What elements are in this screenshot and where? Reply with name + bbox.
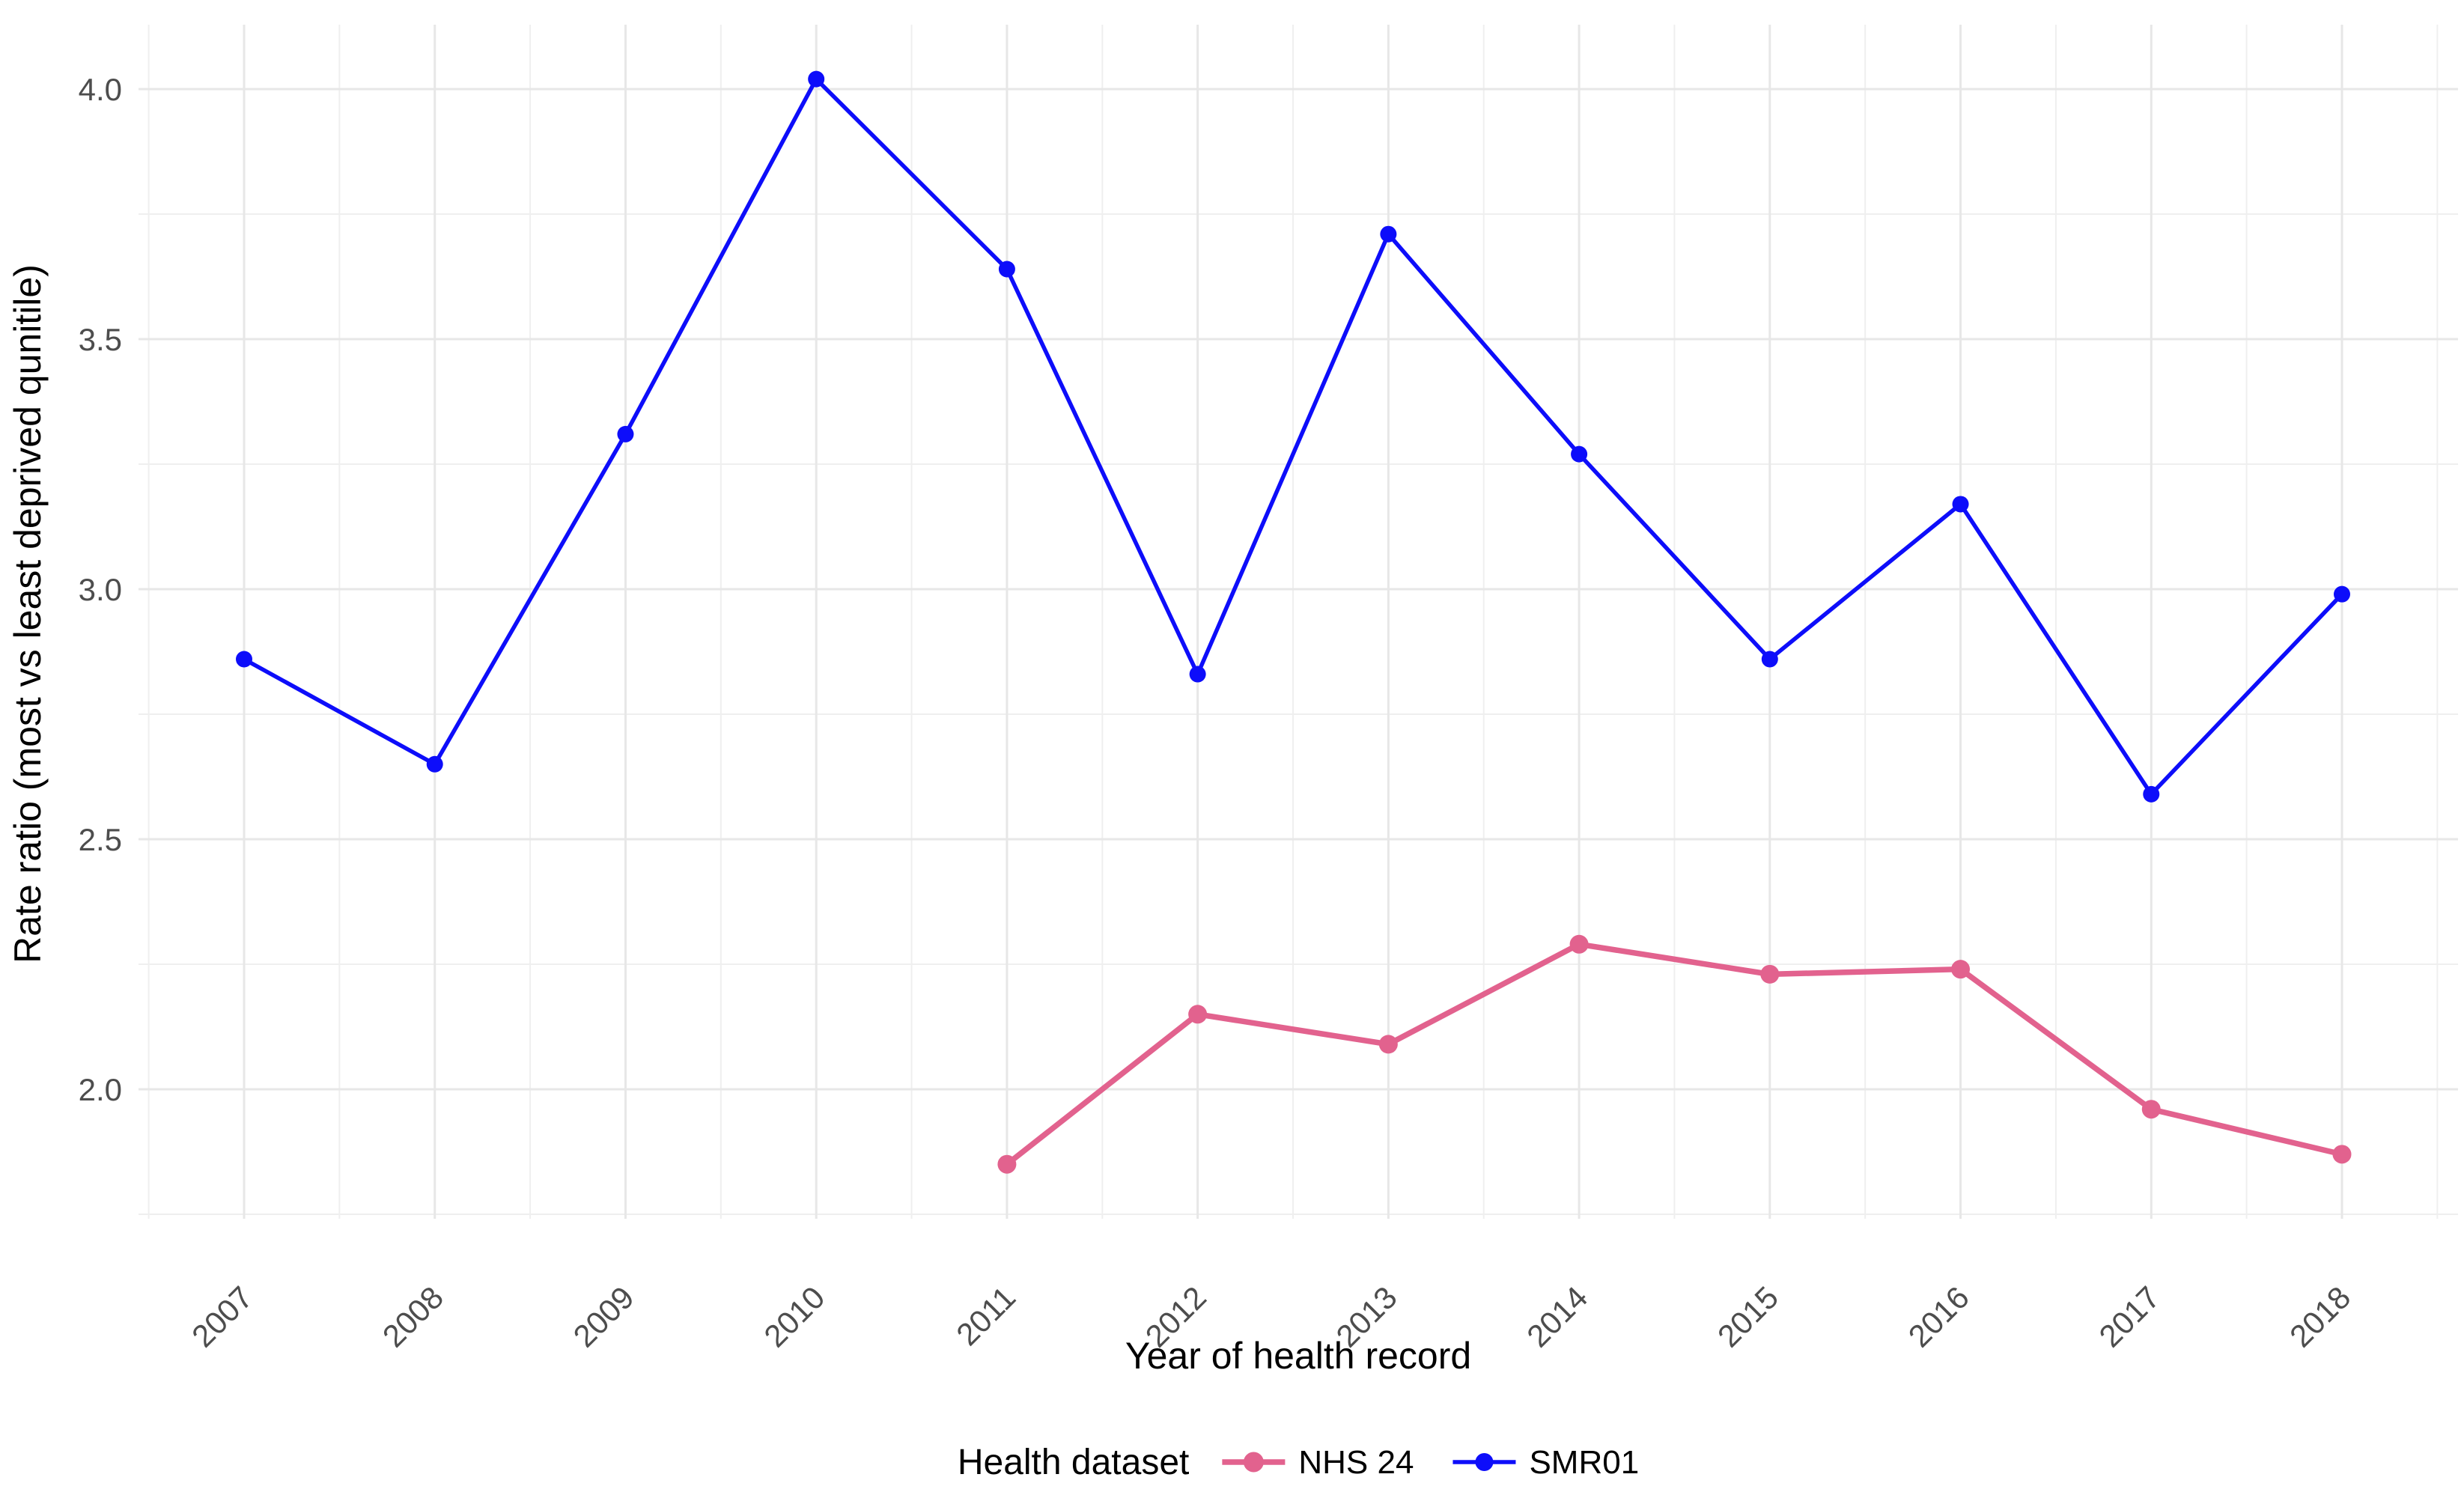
y-tick-label: 3.5 bbox=[79, 322, 122, 357]
x-tick-label: 2018 bbox=[2283, 1279, 2357, 1354]
data-point-smr01-2012 bbox=[1189, 666, 1206, 683]
x-tick-label: 2014 bbox=[1520, 1279, 1594, 1354]
x-tick-label: 2007 bbox=[185, 1279, 259, 1354]
data-point-smr01-2013 bbox=[1380, 225, 1397, 243]
y-axis-title: Rate ratio (most vs least deprived qunit… bbox=[7, 264, 49, 963]
y-tick-label: 2.0 bbox=[79, 1072, 122, 1107]
x-tick-label: 2010 bbox=[757, 1279, 831, 1354]
series-line-smr01 bbox=[242, 76, 2344, 797]
x-tick-label: 2008 bbox=[376, 1279, 450, 1354]
x-axis-title: Year of health record bbox=[1125, 1335, 1471, 1377]
data-point-nhs-24-2017 bbox=[2141, 1100, 2161, 1119]
data-point-smr01-2016 bbox=[1952, 496, 1969, 513]
data-point-smr01-2017 bbox=[2143, 785, 2160, 803]
grid-minor bbox=[139, 25, 2458, 1219]
data-point-smr01-2014 bbox=[1571, 445, 1588, 463]
y-tick-label: 2.5 bbox=[79, 822, 122, 857]
data-point-nhs-24-2013 bbox=[1378, 1035, 1398, 1054]
legend-item-label-smr01: SMR01 bbox=[1529, 1444, 1639, 1481]
data-point-nhs-24-2015 bbox=[1760, 964, 1780, 984]
data-point-nhs-24-2018 bbox=[2332, 1145, 2352, 1164]
y-tick-label: 4.0 bbox=[79, 72, 122, 107]
data-point-smr01-2018 bbox=[2333, 585, 2350, 603]
x-tick-label: 2017 bbox=[2092, 1279, 2166, 1354]
data-point-smr01-2011 bbox=[998, 261, 1015, 278]
data-point-smr01-2009 bbox=[617, 425, 634, 442]
data-point-nhs-24-2011 bbox=[997, 1154, 1017, 1174]
x-tick-label: 2011 bbox=[949, 1279, 1022, 1352]
legend-key-point-nhs-24 bbox=[1243, 1452, 1264, 1473]
data-point-nhs-24-2014 bbox=[1569, 934, 1589, 954]
legend-item-label-nhs-24: NHS 24 bbox=[1298, 1444, 1414, 1481]
y-axis-tick-labels: 2.0 2.5 3.0 3.5 4.0 bbox=[79, 72, 122, 1107]
x-tick-label: 2009 bbox=[567, 1279, 641, 1354]
data-point-nhs-24-2016 bbox=[1951, 960, 1971, 979]
series-layer bbox=[236, 70, 2352, 1174]
data-point-smr01-2008 bbox=[426, 755, 443, 773]
x-tick-label: 2016 bbox=[1902, 1279, 1976, 1354]
series-line-nhs-24 bbox=[1004, 941, 2345, 1167]
legend-title: Health dataset bbox=[958, 1443, 1190, 1482]
legend: Health dataset NHS 24 SMR01 bbox=[958, 1443, 1639, 1482]
grid-major bbox=[139, 25, 2458, 1219]
x-tick-label: 2015 bbox=[1711, 1279, 1785, 1354]
data-point-smr01-2010 bbox=[808, 70, 825, 88]
legend-key-point-smr01 bbox=[1475, 1453, 1494, 1471]
data-point-nhs-24-2012 bbox=[1188, 1005, 1208, 1024]
y-tick-label: 3.0 bbox=[79, 572, 122, 607]
data-point-smr01-2007 bbox=[236, 651, 252, 668]
data-point-smr01-2015 bbox=[1761, 651, 1778, 668]
